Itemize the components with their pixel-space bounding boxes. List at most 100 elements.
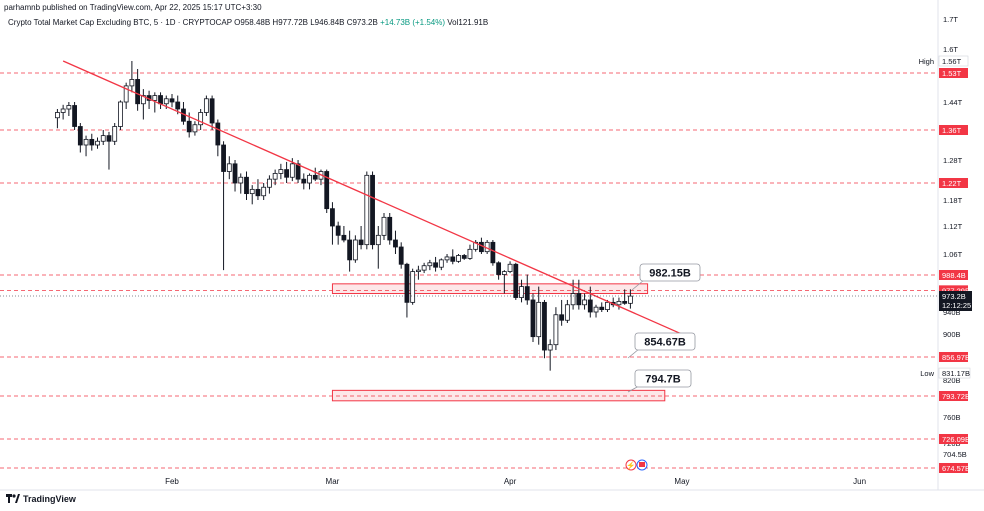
candle[interactable] bbox=[564, 304, 570, 321]
candle[interactable] bbox=[255, 188, 261, 197]
candle[interactable] bbox=[507, 263, 513, 272]
candle[interactable] bbox=[570, 293, 576, 306]
candle[interactable] bbox=[404, 263, 410, 303]
candle[interactable] bbox=[55, 112, 60, 119]
candle[interactable] bbox=[140, 95, 146, 105]
candle[interactable] bbox=[232, 163, 238, 184]
candle[interactable] bbox=[530, 299, 536, 338]
candle[interactable] bbox=[341, 234, 347, 241]
candle[interactable] bbox=[335, 225, 341, 236]
candle[interactable] bbox=[301, 178, 307, 184]
candle[interactable] bbox=[381, 216, 387, 236]
candle[interactable] bbox=[330, 208, 335, 227]
candle[interactable] bbox=[83, 138, 89, 146]
candle[interactable] bbox=[226, 163, 232, 172]
candle[interactable] bbox=[89, 138, 95, 146]
candle[interactable] bbox=[398, 246, 404, 265]
callout-box[interactable] bbox=[634, 369, 692, 388]
candle[interactable] bbox=[553, 314, 559, 346]
candle[interactable] bbox=[312, 174, 318, 180]
candle[interactable] bbox=[433, 262, 438, 268]
support-zone[interactable] bbox=[331, 389, 666, 402]
candle[interactable] bbox=[152, 95, 158, 101]
symbol-name[interactable]: Crypto Total Market Cap Excluding BTC, 5… bbox=[8, 18, 232, 27]
candle[interactable] bbox=[496, 262, 502, 275]
candle[interactable] bbox=[616, 300, 622, 306]
resistance-zone[interactable] bbox=[331, 283, 649, 295]
candle[interactable] bbox=[622, 300, 628, 304]
candle[interactable] bbox=[421, 265, 427, 271]
candle[interactable] bbox=[479, 241, 484, 253]
candle[interactable] bbox=[261, 186, 267, 197]
candle[interactable] bbox=[123, 85, 129, 103]
candle[interactable] bbox=[450, 256, 456, 262]
candle[interactable] bbox=[100, 135, 106, 142]
candle[interactable] bbox=[221, 144, 226, 172]
candle[interactable] bbox=[467, 248, 473, 259]
tradingview-logo[interactable]: TradingView bbox=[6, 494, 76, 504]
candle[interactable] bbox=[393, 239, 398, 248]
candle[interactable] bbox=[238, 176, 244, 184]
candle[interactable] bbox=[66, 105, 72, 110]
candle[interactable] bbox=[215, 122, 221, 146]
candle[interactable] bbox=[198, 112, 204, 126]
candle[interactable] bbox=[158, 95, 163, 105]
candle[interactable] bbox=[593, 306, 599, 313]
candle[interactable] bbox=[587, 299, 593, 313]
candle[interactable] bbox=[347, 239, 353, 261]
callout-box[interactable] bbox=[634, 332, 696, 351]
candle[interactable] bbox=[524, 286, 530, 301]
candle[interactable] bbox=[559, 314, 565, 321]
candle[interactable] bbox=[324, 171, 330, 210]
descending-trendline[interactable] bbox=[62, 60, 688, 338]
candle[interactable] bbox=[284, 169, 290, 178]
candle[interactable] bbox=[135, 79, 141, 105]
candle[interactable] bbox=[209, 98, 215, 124]
candle[interactable] bbox=[628, 295, 633, 304]
candle[interactable] bbox=[501, 271, 507, 275]
candle[interactable] bbox=[456, 255, 461, 262]
candle[interactable] bbox=[169, 98, 175, 103]
candle[interactable] bbox=[163, 98, 169, 105]
candle[interactable] bbox=[244, 176, 249, 195]
candle[interactable] bbox=[129, 79, 135, 87]
candle[interactable] bbox=[387, 216, 393, 241]
candle[interactable] bbox=[106, 135, 112, 142]
candle[interactable] bbox=[272, 173, 278, 180]
candle[interactable] bbox=[72, 105, 77, 127]
candle[interactable] bbox=[599, 306, 605, 310]
candle[interactable] bbox=[307, 174, 312, 184]
candle[interactable] bbox=[410, 271, 416, 303]
candle[interactable] bbox=[461, 255, 467, 259]
candle[interactable] bbox=[289, 163, 295, 178]
candle[interactable] bbox=[375, 234, 381, 246]
candle[interactable] bbox=[576, 293, 582, 306]
candle[interactable] bbox=[278, 169, 284, 174]
candle[interactable] bbox=[249, 188, 255, 195]
callout-box[interactable] bbox=[639, 263, 701, 282]
candle[interactable] bbox=[519, 286, 524, 298]
candle[interactable] bbox=[267, 178, 272, 188]
candle[interactable] bbox=[444, 256, 450, 261]
candle[interactable] bbox=[415, 269, 421, 272]
candle[interactable] bbox=[438, 259, 444, 268]
candle[interactable] bbox=[203, 98, 209, 113]
candle[interactable] bbox=[473, 241, 479, 250]
candle[interactable] bbox=[118, 101, 123, 127]
candle[interactable] bbox=[112, 126, 118, 142]
candle[interactable] bbox=[186, 120, 192, 133]
candle[interactable] bbox=[490, 241, 496, 264]
candle[interactable] bbox=[358, 239, 364, 246]
event-flash-icon[interactable] bbox=[625, 459, 637, 471]
candle[interactable] bbox=[547, 344, 553, 351]
candle[interactable] bbox=[77, 126, 83, 146]
candle[interactable] bbox=[582, 299, 587, 306]
candle[interactable] bbox=[370, 174, 375, 246]
candle[interactable] bbox=[542, 301, 547, 351]
candle[interactable] bbox=[352, 239, 358, 261]
candle[interactable] bbox=[536, 301, 542, 338]
candle[interactable] bbox=[364, 174, 370, 246]
candle[interactable] bbox=[295, 163, 301, 180]
candle[interactable] bbox=[192, 124, 198, 133]
